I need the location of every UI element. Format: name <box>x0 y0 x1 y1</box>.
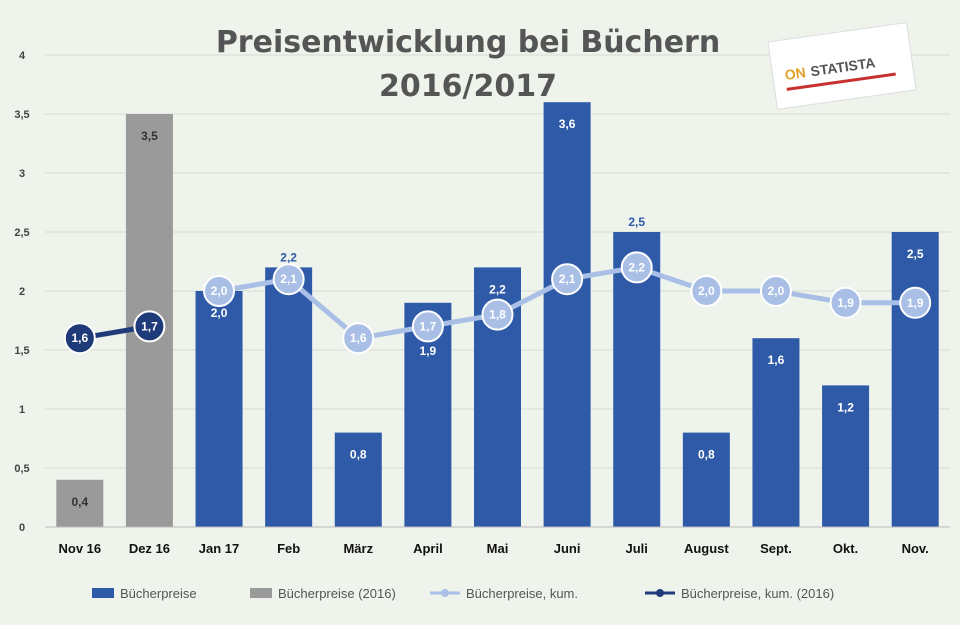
bar-data-label: 2,0 <box>211 306 228 320</box>
x-axis: Nov 16 Dez 16 Jan 17 Feb März April Mai Juni Jul… <box>45 526 950 556</box>
x-tick-label: Feb <box>277 541 300 556</box>
x-tick-label: Mai <box>487 541 509 556</box>
line-marker <box>829 286 862 319</box>
line-data-label: 2,1 <box>559 272 576 286</box>
x-tick-label: Okt. <box>833 541 858 556</box>
y-tick-label: 3,5 <box>14 109 29 121</box>
x-tick-label: Sept. <box>760 541 792 556</box>
bar-data-label: 1,9 <box>420 344 437 358</box>
y-tick-label: 3 <box>19 168 25 180</box>
x-tick-label: Jan 17 <box>199 541 239 556</box>
line-data-label: 2,1 <box>280 272 297 286</box>
bar-data-label: 0,8 <box>350 448 367 462</box>
legend-label: Bücherpreise, kum. (2016) <box>681 586 834 601</box>
x-tick-label: August <box>684 541 729 556</box>
line-marker <box>899 286 932 319</box>
legend: Bücherpreise Bücherpreise (2016) Bücherpre… <box>92 586 834 601</box>
bar <box>195 291 243 527</box>
y-tick-label: 1,5 <box>14 345 29 357</box>
line-marker <box>690 275 723 307</box>
bar-data-label: 2,2 <box>489 282 506 296</box>
legend-label: Bücherpreise (2016) <box>278 586 396 601</box>
line-data-label: 1,6 <box>71 331 88 345</box>
line-marker <box>481 298 514 331</box>
bar-data-label: 2,5 <box>907 247 924 261</box>
legend-swatch <box>92 588 114 598</box>
y-tick-label: 1 <box>19 404 25 416</box>
bar-data-label: 2,5 <box>628 215 645 229</box>
chart-title-line1: Preisentwicklung bei Büchern <box>216 25 720 60</box>
x-tick-label: Juli <box>626 541 648 556</box>
line-marker <box>133 310 166 343</box>
bar-data-label: 1,2 <box>837 400 854 414</box>
bar-data-label: 3,6 <box>559 117 576 131</box>
bar <box>265 267 313 527</box>
legend-swatch <box>250 588 272 598</box>
line-marker <box>203 275 236 307</box>
bar <box>891 232 939 527</box>
chart-title-line2: 2016/2017 <box>379 69 557 104</box>
line-data-label: 2,2 <box>628 260 645 274</box>
bar-data-label: 3,5 <box>141 129 158 143</box>
line-data-label: 1,9 <box>907 296 924 310</box>
line-data-label: 1,8 <box>489 308 506 322</box>
line-data-label: 1,6 <box>350 331 367 345</box>
logo-text-a: ON <box>784 64 807 83</box>
bar <box>752 338 800 527</box>
legend-swatch-marker <box>656 589 664 597</box>
line-marker <box>272 263 305 296</box>
line-marker <box>759 275 792 307</box>
bar <box>543 102 591 527</box>
x-tick-label: April <box>413 541 443 556</box>
legend-label: Bücherpreise <box>120 586 197 601</box>
line-data-label: 1,9 <box>837 296 854 310</box>
line-marker <box>342 322 375 355</box>
logo: ON STATISTA <box>767 21 917 110</box>
x-tick-label: Nov. <box>902 541 929 556</box>
bar <box>822 385 870 527</box>
y-axis: 0 0,5 1 1,5 2 2,5 3 3,5 4 <box>14 50 29 534</box>
legend-swatch-marker <box>441 589 449 597</box>
bar <box>682 432 730 527</box>
logo-underline <box>786 72 896 91</box>
bar <box>334 432 382 527</box>
x-tick-label: Juni <box>554 541 581 556</box>
y-tick-label: 0,5 <box>14 463 29 475</box>
line-marker <box>551 263 584 296</box>
legend-label: Bücherpreise, kum. <box>466 586 578 601</box>
x-tick-label: März <box>343 541 373 556</box>
line-marker <box>620 251 653 284</box>
line-data-label: 2,0 <box>211 284 228 298</box>
bar-data-label: 0,4 <box>71 495 88 509</box>
line-data-label: 1,7 <box>141 319 158 333</box>
line-data-label: 2,0 <box>698 284 715 298</box>
y-tick-label: 2,5 <box>14 227 29 239</box>
x-tick-label: Nov 16 <box>58 541 101 556</box>
bar-data-label: 1,6 <box>768 353 785 367</box>
x-tick-label: Dez 16 <box>129 541 170 556</box>
line-data-label: 2,0 <box>768 284 785 298</box>
y-tick-label: 2 <box>19 286 25 298</box>
bar-data-label: 2,2 <box>280 250 297 264</box>
line-marker <box>411 310 444 343</box>
line-marker <box>63 322 96 355</box>
bar <box>56 479 104 527</box>
y-tick-label: 0 <box>19 522 25 534</box>
lines: 2,0 2,1 1,6 1,7 1,8 2,1 2,2 2,0 2,0 1,9 1,9 1,6 1,7 <box>63 251 932 355</box>
bar-data-label: 0,8 <box>698 448 715 462</box>
line-data-label: 1,7 <box>420 319 437 333</box>
y-tick-label: 4 <box>19 50 26 62</box>
